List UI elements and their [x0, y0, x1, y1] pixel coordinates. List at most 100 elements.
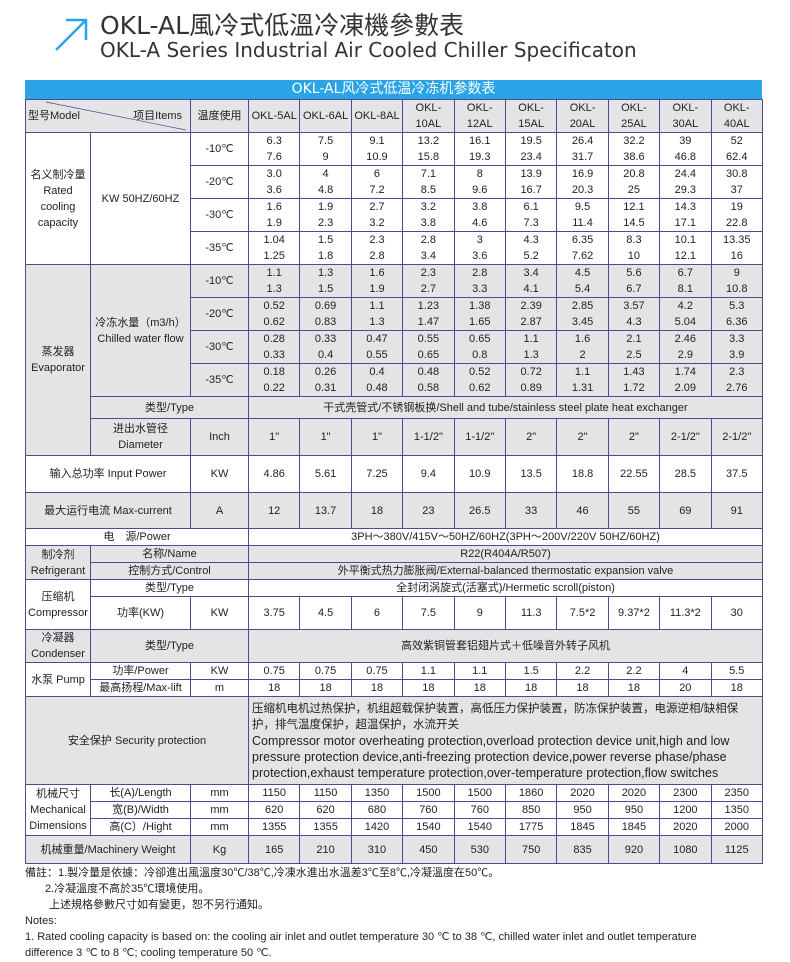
value-cell: 0.48 0.58: [402, 363, 455, 397]
value-cell: 5.3 6.36: [710, 297, 764, 331]
value-cell: 9.37*2: [607, 596, 661, 630]
value-cell: 1355: [299, 818, 352, 836]
value-cell: 3 3.6: [453, 231, 506, 265]
value-cell: 30.8 37: [710, 165, 764, 199]
value-cell: 0.33 0.4: [299, 330, 352, 364]
value-cell: 2-1/2": [710, 418, 764, 456]
value-cell: 32.2 38.6: [607, 132, 661, 166]
cell: 电 源/Power: [25, 528, 249, 546]
table-row: 名义制冷量 Rated cooling capacity KW 50HZ/60HZ…: [25, 132, 764, 265]
cell: 名称/Name: [90, 545, 249, 563]
value-cell: 850: [504, 801, 558, 819]
table-row: 控制方式/Control 外平衡式热力膨胀阀/External-balanced …: [25, 562, 763, 580]
temp-cell: -30℃: [190, 330, 249, 364]
items-label: 项目Items: [133, 110, 182, 122]
value-cell: 10.1 12.1: [659, 231, 712, 265]
value-cell: 7.5: [402, 596, 455, 630]
value-cell: 3.4 4.1: [504, 264, 558, 298]
value-cell: 11.3*2: [659, 596, 712, 630]
cell: mm: [190, 784, 249, 802]
value-cell: 0.75: [299, 662, 352, 680]
value-cell: 2.2: [556, 662, 609, 680]
cell: 类型/Type: [90, 396, 249, 419]
value-cell: 3.8 4.6: [453, 198, 506, 232]
value-cell: 4.3 5.2: [504, 231, 558, 265]
value-cell: 6.35 7.62: [556, 231, 609, 265]
spec-table: 型号Model 项目Items 温度使用 OKL-5AL OKL-6AL OKL-8AL O…: [25, 99, 764, 864]
model-header: OKL-25AL: [607, 99, 661, 133]
value-cell: 0.75: [247, 662, 301, 680]
cell: R22(R404A/R507): [248, 545, 763, 563]
value-cell: 750: [504, 835, 558, 864]
value-cell: 5.61: [299, 455, 352, 493]
page-title: OKL-AL風冷式低溫冷凍機參數表: [100, 11, 465, 40]
value-cell: 2.2: [607, 662, 661, 680]
cell: 高效紫铜管套铝翅片式＋低噪音外转子风机: [248, 629, 763, 663]
value-cell: 680: [350, 801, 404, 819]
value-cell: 20: [659, 679, 712, 697]
value-cell: 835: [556, 835, 609, 864]
value-cell: 1.1: [453, 662, 506, 680]
value-cell: 55: [607, 492, 661, 529]
table-row: 最大运行电流 Max-current A 12 13.7 18 23 26.5 33 46 55 6…: [25, 492, 764, 529]
table-row: 类型/Type 干式壳管式/不锈钢板换/Shell and tube/stainl…: [25, 396, 763, 419]
model-header: OKL-20AL: [556, 99, 609, 133]
value-cell: 2.3 2.8: [350, 231, 404, 265]
cell: 全封闭涡旋式(活塞式)/Hermetic scroll(piston): [248, 579, 763, 597]
value-cell: 1": [350, 418, 404, 456]
value-cell: 2.85 3.45: [556, 297, 609, 331]
value-cell: 1.6 1.9: [350, 264, 404, 298]
note-line: 上述規格參數尺寸如有變更，恕不另行通知。: [49, 899, 269, 911]
model-header: OKL-5AL: [247, 99, 301, 133]
value-cell: 9: [453, 596, 506, 630]
cell: KW: [190, 662, 249, 680]
temp-header: 温度使用: [190, 99, 249, 133]
value-cell: 52 62.4: [710, 132, 764, 166]
table-row: 最高扬程/Max-lift m 18 18 18 18 18 18 18 18 20 18: [25, 679, 764, 697]
value-cell: 33: [504, 492, 558, 529]
value-cell: 760: [453, 801, 506, 819]
cell: Kg: [190, 835, 249, 864]
cell: mm: [190, 818, 249, 836]
value-cell: 950: [556, 801, 609, 819]
value-cell: 0.52 0.62: [453, 363, 506, 397]
value-cell: 2.8 3.4: [402, 231, 455, 265]
value-cell: 450: [402, 835, 455, 864]
security-cn: 压缩机电机过热保护，机组超载保护装置，高低压力保护装置，防冻保护装置，电源逆相/…: [252, 702, 739, 731]
value-cell: 1.38 1.65: [453, 297, 506, 331]
value-cell: 1.5 1.8: [299, 231, 352, 265]
value-cell: 4: [659, 662, 712, 680]
cell: m: [190, 679, 249, 697]
value-cell: 18: [350, 492, 404, 529]
value-cell: 920: [607, 835, 661, 864]
value-cell: 18: [402, 679, 455, 697]
model-header: OKL-6AL: [299, 99, 352, 133]
value-cell: 1.3 1.5: [299, 264, 352, 298]
value-cell: 950: [607, 801, 661, 819]
value-cell: 16.9 20.3: [556, 165, 609, 199]
cell: KW: [190, 596, 249, 630]
value-cell: 30: [710, 596, 764, 630]
value-cell: 18: [607, 679, 661, 697]
table-row: 蒸发器 Evaporator 冷冻水量（m3/h） Chilled water f…: [25, 264, 764, 456]
value-cell: 2020: [607, 784, 661, 802]
value-cell: 620: [299, 801, 352, 819]
value-cell: 7.25: [350, 455, 404, 493]
value-cell: 1200: [659, 801, 712, 819]
value-cell: 2-1/2": [659, 418, 712, 456]
value-cell: 0.52 0.62: [247, 297, 301, 331]
cell: 控制方式/Control: [90, 562, 249, 580]
value-cell: 2.46 2.9: [659, 330, 712, 364]
value-cell: 210: [299, 835, 352, 864]
note-line: 備註：1.製冷量是依據：冷卻進出風溫度30℃/38℃,冷凍水進出水溫差3℃至8℃…: [25, 867, 500, 879]
cell: 冷凝器 Condenser: [25, 629, 91, 663]
value-cell: 2.39 2.87: [504, 297, 558, 331]
value-cell: 1540: [402, 818, 455, 836]
value-cell: 1.1 1.3: [350, 297, 404, 331]
value-cell: 91: [710, 492, 764, 529]
value-cell: 37.5: [710, 455, 764, 493]
value-cell: 0.18 0.22: [247, 363, 301, 397]
value-cell: 1.43 1.72: [607, 363, 661, 397]
cell: 类型/Type: [90, 629, 249, 663]
value-cell: 2": [504, 418, 558, 456]
